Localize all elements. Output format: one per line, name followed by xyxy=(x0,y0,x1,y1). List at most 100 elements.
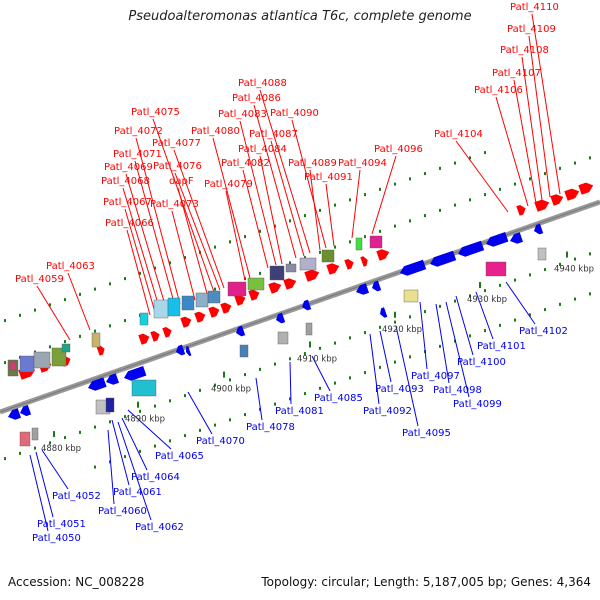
leader-line xyxy=(173,149,225,289)
leader-line xyxy=(67,272,91,331)
gene-label: Patl_4050 xyxy=(32,533,81,544)
guide-dot xyxy=(499,323,501,327)
guide-dot xyxy=(49,303,51,307)
leader-line xyxy=(325,183,335,247)
leader-line xyxy=(126,229,151,316)
reverse-gene-arrow xyxy=(8,408,21,420)
guide-dot xyxy=(139,409,141,413)
guide-dot xyxy=(424,310,426,314)
gene-label: Patl_4063 xyxy=(46,261,95,272)
guide-dot xyxy=(409,355,411,359)
reverse-gene-arrow xyxy=(486,232,509,247)
reverse-gene-arrow xyxy=(400,259,427,276)
gene-label: Patl_4065 xyxy=(155,451,204,462)
axis-tick-label: 4940 kbp xyxy=(554,265,594,275)
guide-dot xyxy=(424,214,426,218)
gene-label: Patl_4051 xyxy=(37,519,86,530)
gene-block xyxy=(277,331,289,345)
gene-block xyxy=(31,427,39,441)
leader-line xyxy=(259,89,311,254)
gene-block xyxy=(131,379,157,397)
leader-line xyxy=(505,281,536,325)
gene-label: Patl_4069 xyxy=(104,162,153,173)
gene-label: Patl_4067 xyxy=(103,197,152,208)
guide-dot xyxy=(184,434,186,438)
forward-gene-arrow xyxy=(162,327,172,338)
gene-label: Patl_4109 xyxy=(507,24,556,35)
guide-dot xyxy=(379,229,381,233)
gene-label: Patl_4095 xyxy=(402,428,451,439)
guide-dot xyxy=(229,378,231,382)
genome-title: Pseudoalteromonas atlantica T6c, complet… xyxy=(128,9,472,24)
gene-label: Patl_4071 xyxy=(113,149,162,160)
guide-dot xyxy=(334,381,336,385)
guide-dot xyxy=(64,298,66,302)
gene-label: Patl_4087 xyxy=(249,129,298,140)
guide-dot xyxy=(274,224,276,228)
gene-label: Patl_4094 xyxy=(338,158,387,169)
guide-dot xyxy=(439,304,441,308)
guide-dot xyxy=(319,346,321,350)
guide-dot xyxy=(484,193,486,197)
guide-dot xyxy=(79,430,81,434)
gene-label: Patl_4081 xyxy=(275,406,324,417)
guide-dot xyxy=(259,367,261,371)
gene-label: Patl_4093 xyxy=(375,384,424,395)
guide-dot xyxy=(499,187,501,191)
guide-dot xyxy=(454,161,456,165)
reverse-gene-arrow xyxy=(458,240,485,257)
guide-dot xyxy=(454,203,456,207)
guide-dot xyxy=(19,313,21,317)
guide-dot xyxy=(379,325,381,329)
leader-line xyxy=(174,172,221,291)
leader-line xyxy=(531,13,561,195)
guide-dot xyxy=(364,371,366,375)
guide-dot xyxy=(244,413,246,417)
reverse-gene-arrow xyxy=(430,250,457,267)
guide-dot xyxy=(229,240,231,244)
gene-label: Patl_4078 xyxy=(246,422,295,433)
gene-block xyxy=(403,289,419,303)
reverse-gene-arrow xyxy=(20,405,32,417)
guide-dot xyxy=(409,219,411,223)
forward-gene-arrow xyxy=(376,249,390,261)
leader-line xyxy=(35,451,54,518)
guide-dot xyxy=(439,208,441,212)
guide-dot xyxy=(109,282,111,286)
guide-dot xyxy=(64,340,66,344)
guide-dot xyxy=(154,266,156,270)
guide-dot xyxy=(394,360,396,364)
guide-dot xyxy=(394,320,396,324)
leader-line xyxy=(212,137,251,279)
gene-label: Patl_4092 xyxy=(363,406,412,417)
guide-dot xyxy=(349,376,351,380)
guide-dot xyxy=(274,362,276,366)
guide-dot xyxy=(319,208,321,212)
axis-tick-label: 4920 kbp xyxy=(382,325,422,335)
guide-dot xyxy=(139,271,141,275)
gene-label: Patl_4079 xyxy=(204,179,253,190)
gene-block xyxy=(305,322,313,336)
guide-dot xyxy=(214,245,216,249)
reverse-gene-arrow xyxy=(176,344,186,356)
forward-gene-arrow xyxy=(194,311,206,323)
leader-line xyxy=(225,190,246,281)
forward-gene-arrow xyxy=(344,259,354,270)
gene-block xyxy=(321,249,335,263)
guide-dot xyxy=(289,397,291,401)
gene-block xyxy=(153,299,169,319)
guide-dot xyxy=(4,361,6,365)
reverse-gene-arrow xyxy=(186,346,192,357)
reverse-gene-arrow xyxy=(356,283,369,295)
gene-label: Patl_4066 xyxy=(105,218,154,229)
forward-gene-arrow xyxy=(248,289,260,301)
leader-line xyxy=(371,155,397,235)
leader-line xyxy=(41,449,69,490)
guide-dot xyxy=(574,161,576,165)
guide-dot xyxy=(169,399,171,403)
leader-line xyxy=(475,291,494,340)
guide-dot xyxy=(34,446,36,450)
gene-block xyxy=(61,343,71,353)
guide-dot xyxy=(4,457,6,461)
leader-line xyxy=(239,120,277,266)
